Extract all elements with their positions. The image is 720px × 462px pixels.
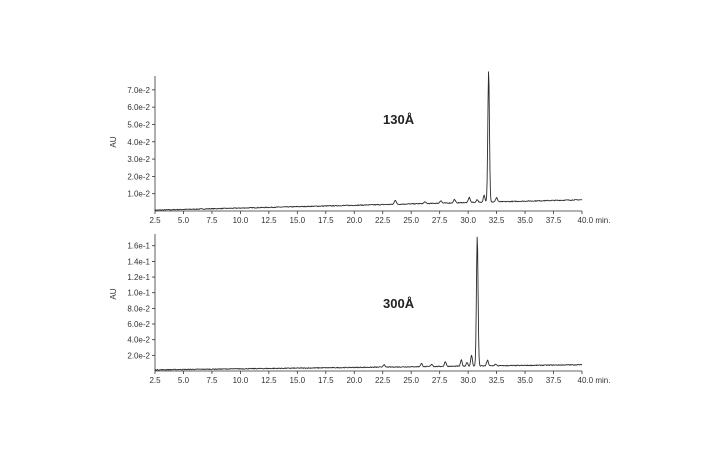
y-tick-label: 7.0e-2 <box>127 86 150 95</box>
y-tick-label: 2.0e-2 <box>127 172 150 181</box>
y-tick-label: 6.0e-2 <box>127 103 150 112</box>
x-tick-label: 40.0 min. <box>578 376 611 385</box>
x-tick-label: 25.0 <box>403 216 419 225</box>
x-tick-label: 35.0 <box>517 216 533 225</box>
y-tick-label: 1.2e-1 <box>127 273 150 282</box>
x-tick-label: 15.0 <box>290 216 306 225</box>
x-tick-label: 7.5 <box>206 216 218 225</box>
chromatogram-trace <box>154 236 583 371</box>
x-tick-label: 37.5 <box>546 216 562 225</box>
y-axis-title: AU <box>109 136 118 147</box>
y-tick-label: 1.6e-1 <box>127 242 150 251</box>
x-tick-label: 17.5 <box>318 216 334 225</box>
y-axis-title: AU <box>109 288 118 299</box>
x-tick-label: 20.0 <box>346 376 362 385</box>
x-tick-label: 30.0 <box>460 216 476 225</box>
panel-label: 300Å <box>383 296 415 311</box>
x-tick-label: 40.0 min. <box>578 216 611 225</box>
x-tick-label: 27.5 <box>432 376 448 385</box>
x-tick-label: 5.0 <box>178 376 190 385</box>
y-tick-label: 8.0e-2 <box>127 304 150 313</box>
x-tick-label: 20.0 <box>346 216 362 225</box>
y-tick-label: 5.0e-2 <box>127 120 150 129</box>
x-tick-label: 32.5 <box>489 216 505 225</box>
x-tick-label: 35.0 <box>517 376 533 385</box>
y-tick-label: 3.0e-2 <box>127 155 150 164</box>
x-tick-label: 2.5 <box>149 376 161 385</box>
y-tick-label: 1.0e-2 <box>127 190 150 199</box>
x-tick-label: 37.5 <box>546 376 562 385</box>
y-tick-label: 1.0e-1 <box>127 289 150 298</box>
x-tick-label: 32.5 <box>489 376 505 385</box>
chart-panel-300: 2.5 5.0 7.5 10.0 12.5 15.0 17.5 20.0 22.5 25.0 27.… <box>109 234 610 385</box>
x-tick-label: 12.5 <box>261 216 277 225</box>
x-tick-label: 10.0 <box>233 376 249 385</box>
x-tick-label: 10.0 <box>233 216 249 225</box>
y-tick-label: 6.0e-2 <box>127 320 150 329</box>
panel-label: 130Å <box>383 112 415 127</box>
chart-panel-130: 2.5 5.0 7.5 10.0 12.5 15.0 17.5 20.0 22.5 25.0 27.… <box>109 71 611 225</box>
y-tick-label: 4.0e-2 <box>127 336 150 345</box>
x-tick-label: 7.5 <box>206 376 218 385</box>
y-tick-label: 4.0e-2 <box>127 138 150 147</box>
x-tick-label: 17.5 <box>318 376 334 385</box>
y-tick-label: 2.0e-2 <box>127 351 150 360</box>
x-tick-label: 22.5 <box>375 216 391 225</box>
x-tick-label: 27.5 <box>432 216 448 225</box>
x-tick-label: 2.5 <box>149 216 161 225</box>
x-tick-label: 15.0 <box>290 376 306 385</box>
x-tick-label: 12.5 <box>261 376 277 385</box>
x-tick-label: 22.5 <box>375 376 391 385</box>
x-tick-label: 30.0 <box>460 376 476 385</box>
y-tick-label: 1.4e-1 <box>127 257 150 266</box>
chromatogram-trace <box>154 71 583 211</box>
x-tick-label: 25.0 <box>403 376 419 385</box>
x-tick-label: 5.0 <box>178 216 190 225</box>
